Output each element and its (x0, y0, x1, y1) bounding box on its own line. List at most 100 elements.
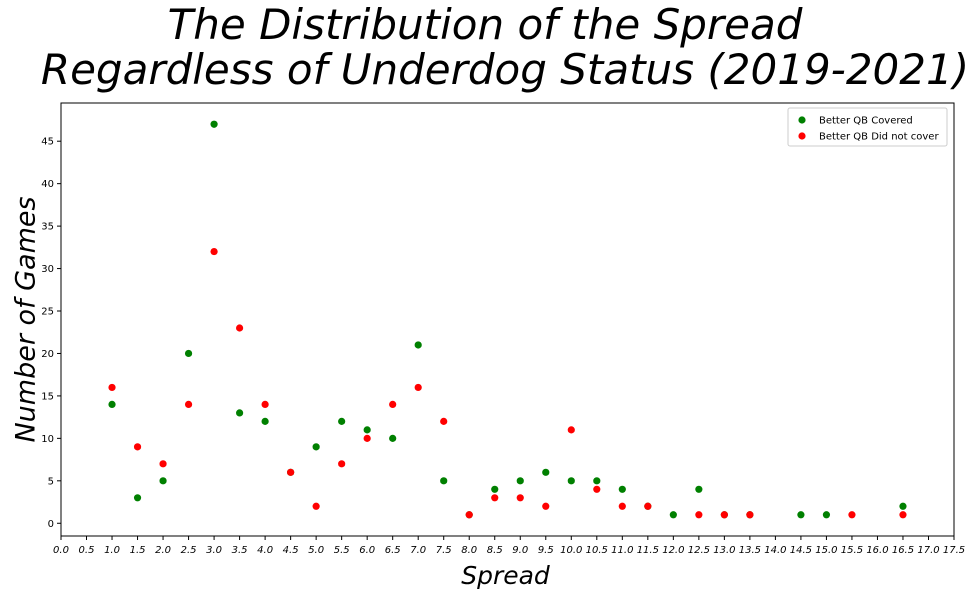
x-tick-label: 6.5 (385, 545, 401, 556)
x-tick-label: 15.0 (815, 545, 837, 556)
data-point (389, 400, 397, 409)
x-tick-label: 3.5 (232, 545, 248, 556)
legend-label: Better QB Did not cover (819, 132, 939, 143)
data-point (414, 341, 422, 349)
plot-frame (60, 102, 955, 537)
data-point (133, 494, 142, 502)
y-tick-label: 40 (41, 179, 54, 190)
x-tick-label: 12.5 (688, 545, 710, 556)
data-point (363, 426, 371, 434)
y-tick-label: 5 (48, 476, 54, 487)
y-axis-label: Number of Games (11, 196, 42, 442)
y-tick-label: 0 (48, 519, 54, 530)
data-point (720, 511, 728, 519)
data-point (491, 494, 499, 502)
x-tick-label: 1.0 (104, 545, 120, 556)
data-point (746, 511, 754, 519)
x-tick-label: 10.5 (586, 545, 608, 556)
data-point (644, 502, 652, 510)
x-tick-label: 13.0 (713, 545, 735, 556)
y-tick-label: 15 (41, 391, 54, 402)
x-tick-label: 1.5 (130, 545, 146, 556)
legend-marker (798, 116, 806, 124)
data-point (312, 502, 320, 510)
x-tick-label: 2.5 (181, 545, 197, 556)
data-point (567, 477, 575, 485)
data-point (312, 443, 320, 451)
data-point (108, 400, 116, 409)
x-tick-label: 13.5 (739, 545, 761, 556)
data-point (236, 324, 244, 332)
data-point (593, 485, 601, 493)
data-point (899, 511, 907, 519)
data-point (695, 511, 703, 519)
data-point (287, 468, 295, 476)
data-point (108, 383, 116, 392)
data-point (618, 502, 626, 510)
y-tick-label: 30 (41, 264, 54, 275)
x-tick-label: 7.5 (436, 545, 452, 556)
data-point (797, 511, 805, 519)
x-tick-label: 2.0 (155, 545, 171, 556)
data-point (618, 485, 626, 493)
x-tick-label: 11.0 (611, 545, 633, 556)
data-point (822, 511, 831, 519)
data-point (491, 485, 499, 493)
x-tick-label: 5.5 (334, 545, 350, 556)
data-point (695, 485, 703, 493)
x-tick-label: 4.5 (283, 545, 299, 556)
x-tick-label: 6.0 (359, 545, 375, 556)
x-tick-label: 12.0 (662, 545, 684, 556)
data-point (210, 120, 218, 128)
data-point (261, 400, 269, 409)
data-point (465, 511, 473, 519)
data-point (440, 477, 448, 485)
data-point (159, 477, 167, 485)
data-point (184, 400, 193, 409)
series-did-not-cover (108, 247, 907, 519)
data-point (414, 383, 422, 392)
data-point (899, 502, 907, 510)
data-point (363, 434, 371, 442)
data-point (210, 247, 218, 256)
x-tick-label: 0.5 (79, 545, 95, 556)
x-tick-label: 11.5 (637, 545, 659, 556)
data-point (440, 417, 448, 425)
data-point (669, 511, 677, 519)
data-point (184, 349, 193, 358)
x-tick-label: 10.0 (560, 545, 582, 556)
x-tick-label: 5.0 (308, 545, 324, 556)
x-tick-label: 3.0 (206, 545, 222, 556)
y-tick-label: 10 (41, 434, 54, 445)
data-point (236, 409, 244, 417)
data-point (848, 511, 856, 519)
y-tick-label: 25 (41, 307, 54, 318)
chart-title-line-2: Regardless of Underdog Status (2019-2021… (40, 45, 970, 94)
data-point (389, 434, 397, 442)
x-tick-label: 0.0 (53, 545, 69, 556)
x-tick-label: 16.5 (892, 545, 914, 556)
x-tick-label: 8.0 (461, 545, 477, 556)
legend-label: Better QB Covered (819, 116, 913, 127)
legend-box (787, 107, 948, 147)
data-point (593, 477, 601, 485)
data-point (159, 460, 167, 468)
x-tick-label: 9.5 (538, 545, 554, 556)
x-tick-label: 14.0 (764, 545, 786, 556)
data-point (338, 417, 346, 425)
x-tick-label: 7.0 (410, 545, 426, 556)
chart-title-line-1: The Distribution of the Spread (167, 0, 803, 49)
x-axis-label: Spread (461, 561, 550, 590)
data-point (261, 417, 269, 425)
x-tick-label: 4.0 (257, 545, 273, 556)
legend-marker (798, 132, 806, 140)
y-tick-label: 45 (41, 137, 54, 148)
y-tick-label: 35 (41, 222, 54, 233)
data-point (133, 443, 142, 451)
data-point (338, 460, 346, 468)
data-point (516, 477, 524, 485)
x-tick-label: 17.5 (943, 545, 965, 556)
data-point (542, 502, 550, 510)
